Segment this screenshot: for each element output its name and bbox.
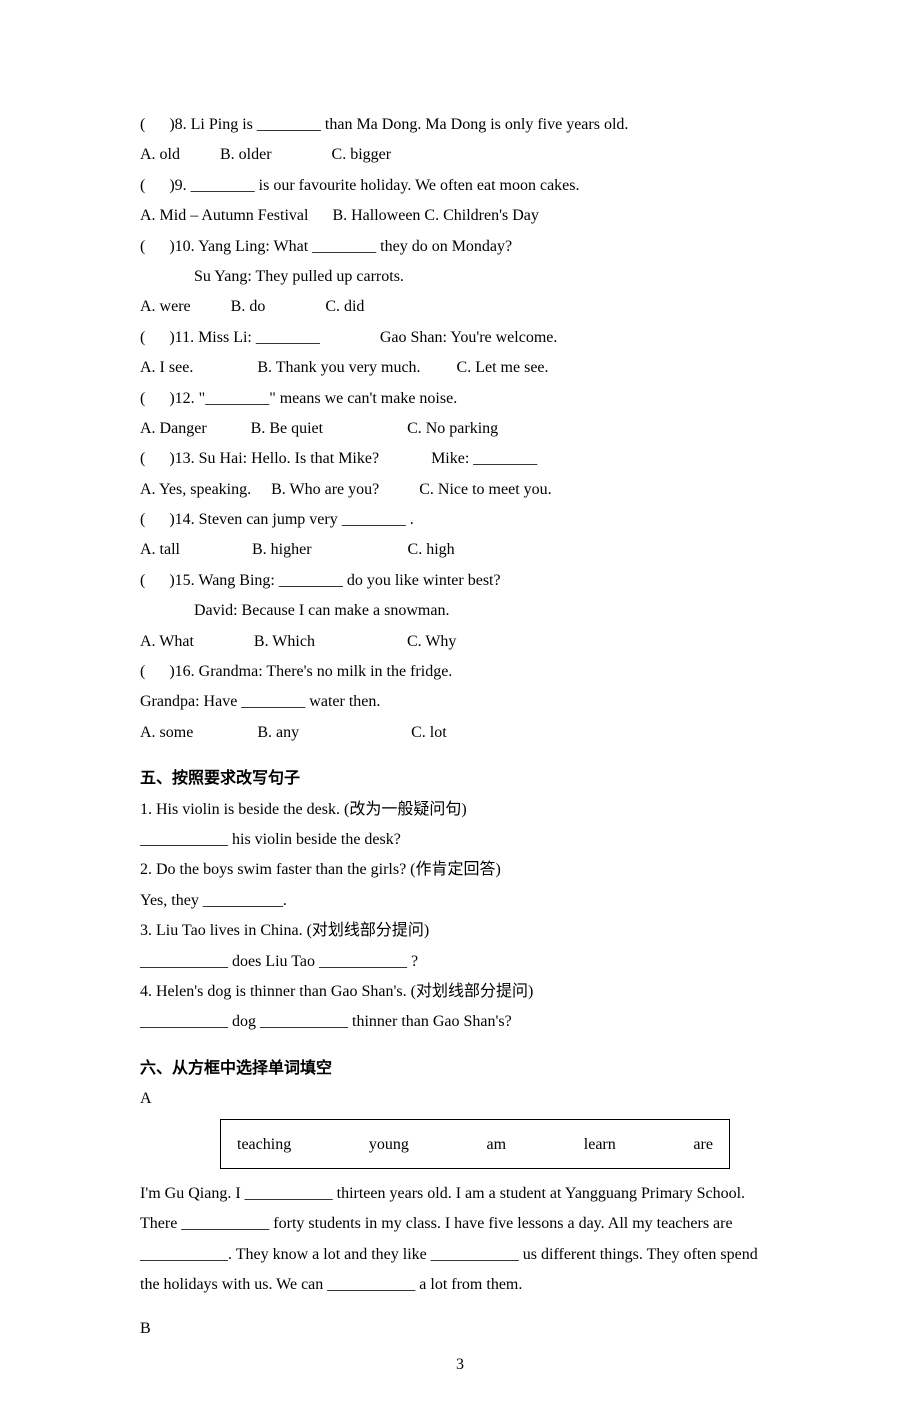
mcq-options: A. Yes, speaking. B. Who are you? C. Nic… bbox=[140, 475, 780, 505]
word-option: learn bbox=[584, 1130, 616, 1160]
rewrite-a: ___________ does Liu Tao ___________ ? bbox=[140, 947, 780, 977]
passage-a: I'm Gu Qiang. I ___________ thirteen yea… bbox=[140, 1179, 780, 1301]
mcq-stem-line2: David: Because I can make a snowman. bbox=[140, 596, 780, 626]
rewrite-a: ___________ dog ___________ thinner than… bbox=[140, 1007, 780, 1037]
mcq-stem: ( )13. Su Hai: Hello. Is that Mike? Mike… bbox=[140, 444, 780, 474]
section6-title: 六、从方框中选择单词填空 bbox=[140, 1054, 780, 1084]
mcq-options: A. tall B. higher C. high bbox=[140, 535, 780, 565]
passage-line: There ___________ forty students in my c… bbox=[140, 1209, 780, 1239]
rewrite-q: 2. Do the boys swim faster than the girl… bbox=[140, 855, 780, 885]
rewrite-q: 4. Helen's dog is thinner than Gao Shan'… bbox=[140, 977, 780, 1007]
mcq-options: A. I see. B. Thank you very much. C. Let… bbox=[140, 353, 780, 383]
mcq-stem: ( )14. Steven can jump very ________ . bbox=[140, 505, 780, 535]
section6-label-a: A bbox=[140, 1084, 780, 1114]
word-option: am bbox=[487, 1130, 507, 1160]
rewrite-a: ___________ his violin beside the desk? bbox=[140, 825, 780, 855]
word-option: teaching bbox=[237, 1130, 291, 1160]
page-number: 3 bbox=[0, 1350, 920, 1380]
word-option: young bbox=[369, 1130, 409, 1160]
word-option: are bbox=[693, 1130, 713, 1160]
mcq-stem: ( )15. Wang Bing: ________ do you like w… bbox=[140, 566, 780, 596]
mcq-stem: ( )12. "________" means we can't make no… bbox=[140, 384, 780, 414]
mcq-stem-line2: Su Yang: They pulled up carrots. bbox=[140, 262, 780, 292]
mcq-block: ( )8. Li Ping is ________ than Ma Dong. … bbox=[140, 110, 780, 748]
worksheet-page: ( )8. Li Ping is ________ than Ma Dong. … bbox=[0, 0, 920, 1405]
mcq-stem: ( )16. Grandma: There's no milk in the f… bbox=[140, 657, 780, 687]
mcq-options: A. What B. Which C. Why bbox=[140, 627, 780, 657]
mcq-options: A. were B. do C. did bbox=[140, 292, 780, 322]
mcq-stem: ( )10. Yang Ling: What ________ they do … bbox=[140, 232, 780, 262]
mcq-stem: ( )8. Li Ping is ________ than Ma Dong. … bbox=[140, 110, 780, 140]
rewrite-q: 3. Liu Tao lives in China. (对划线部分提问) bbox=[140, 916, 780, 946]
mcq-options: A. Danger B. Be quiet C. No parking bbox=[140, 414, 780, 444]
section5-items: 1. His violin is beside the desk. (改为一般疑… bbox=[140, 795, 780, 1038]
mcq-stem: ( )9. ________ is our favourite holiday.… bbox=[140, 171, 780, 201]
mcq-stem-line2: Grandpa: Have ________ water then. bbox=[140, 687, 780, 717]
rewrite-a: Yes, they __________. bbox=[140, 886, 780, 916]
word-box: teaching young am learn are bbox=[220, 1119, 730, 1169]
rewrite-q: 1. His violin is beside the desk. (改为一般疑… bbox=[140, 795, 780, 825]
passage-line: I'm Gu Qiang. I ___________ thirteen yea… bbox=[140, 1179, 780, 1209]
mcq-options: A. old B. older C. bigger bbox=[140, 140, 780, 170]
section5-title: 五、按照要求改写句子 bbox=[140, 764, 780, 794]
mcq-stem: ( )11. Miss Li: ________ Gao Shan: You'r… bbox=[140, 323, 780, 353]
passage-line: the holidays with us. We can ___________… bbox=[140, 1270, 780, 1300]
passage-line: ___________. They know a lot and they li… bbox=[140, 1240, 780, 1270]
section6-label-b: B bbox=[140, 1314, 780, 1344]
mcq-options: A. some B. any C. lot bbox=[140, 718, 780, 748]
mcq-options: A. Mid – Autumn Festival B. Halloween C.… bbox=[140, 201, 780, 231]
